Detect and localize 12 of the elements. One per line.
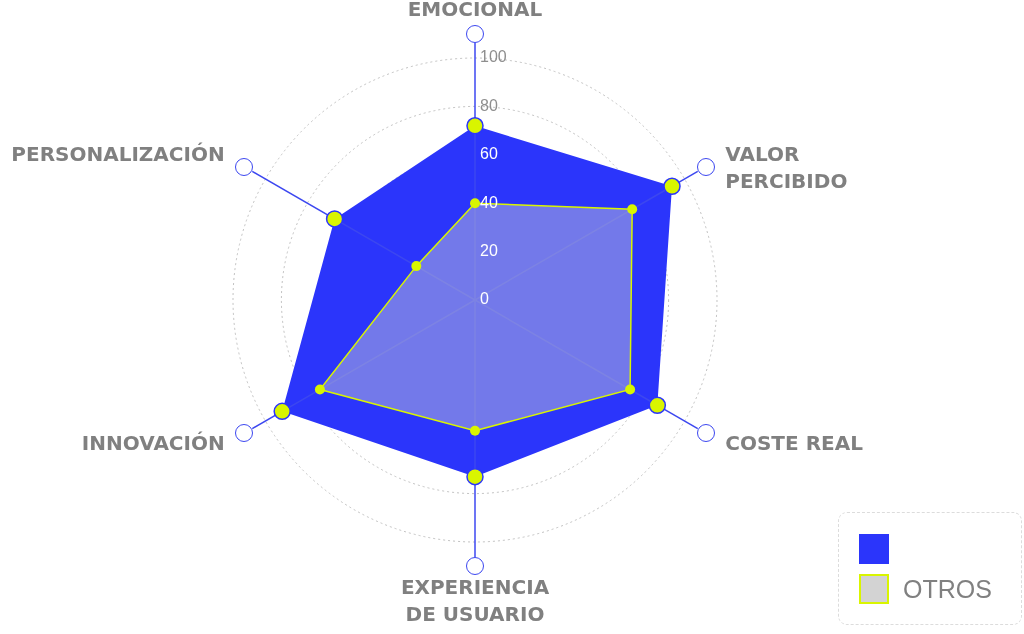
spoke-label: EMOCIONAL	[407, 0, 543, 22]
legend-label: OTROS	[903, 574, 992, 604]
spoke-label: PERSONALIZACIÓN	[11, 141, 225, 166]
y-tick-label: 80	[480, 96, 498, 114]
y-tick-label: 100	[480, 48, 507, 66]
spoke-label: COSTE REAL	[725, 430, 864, 455]
spoke-label: EXPERIENCIA DE USUARIO	[400, 575, 550, 627]
y-tick-label: 20	[480, 242, 498, 260]
y-tick-label: 60	[480, 145, 498, 163]
spoke-label: INNOVACIÓN	[81, 430, 225, 455]
spoke-label: VALOR PERCIBIDO	[725, 141, 848, 193]
y-tick-label: 0	[480, 290, 489, 308]
